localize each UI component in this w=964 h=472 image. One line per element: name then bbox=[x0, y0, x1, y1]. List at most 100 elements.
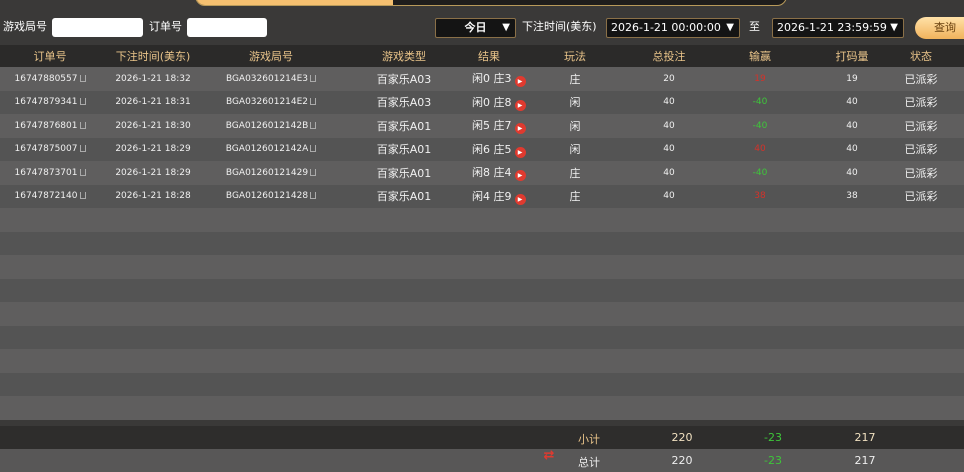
copy-icon[interactable] bbox=[79, 192, 86, 200]
cell-win: 19 bbox=[694, 67, 826, 91]
table-row[interactable]: 16747875007 2026-1-21 18:29 BGA0126012142A… bbox=[0, 137, 964, 161]
total-bet: 220 bbox=[671, 454, 693, 467]
start-time-select[interactable]: 2026-1-21 00:00:00 ▼ bbox=[606, 18, 740, 38]
cell-time: 2026-1-21 18:29 bbox=[100, 137, 206, 161]
play-video-icon[interactable]: ▶ bbox=[514, 146, 526, 158]
chevron-down-icon: ▼ bbox=[890, 22, 898, 33]
copy-icon[interactable] bbox=[79, 121, 86, 129]
play-video-icon[interactable]: ▶ bbox=[514, 123, 526, 135]
play-text: 闲 bbox=[569, 119, 581, 133]
cell-order: 16747872140 bbox=[0, 184, 100, 208]
play-video-icon[interactable]: ▶ bbox=[514, 193, 526, 205]
cell-bet: 40 bbox=[644, 90, 694, 114]
cell-result: 闲4 庄9 ▶ bbox=[472, 184, 526, 208]
cell-round bbox=[206, 278, 336, 302]
order-text: 16747875007 bbox=[14, 144, 78, 155]
cell-order bbox=[0, 302, 100, 326]
win-text: 38 bbox=[754, 191, 766, 202]
period-value: 今日 bbox=[464, 21, 487, 34]
period-select[interactable]: 今日 ▼ bbox=[435, 18, 516, 38]
copy-icon[interactable] bbox=[310, 192, 317, 200]
type-text: 百家乐A01 bbox=[376, 119, 432, 133]
copy-icon[interactable] bbox=[310, 145, 317, 153]
active-tab[interactable] bbox=[196, 0, 393, 5]
cell-type bbox=[336, 231, 472, 255]
end-time-select[interactable]: 2026-1-21 23:59:59 ▼ bbox=[772, 18, 904, 38]
cell-bet bbox=[644, 231, 694, 255]
table-row[interactable]: 16747872140 2026-1-21 18:28 BGA01260121428… bbox=[0, 184, 964, 208]
cell-valid bbox=[826, 396, 878, 420]
order-text: 16747872140 bbox=[14, 191, 78, 202]
query-button[interactable]: 查询 bbox=[915, 17, 964, 39]
total-valid: 217 bbox=[854, 454, 876, 467]
cell-play bbox=[506, 349, 644, 373]
copy-icon[interactable] bbox=[79, 168, 86, 176]
cell-round: BGA0126012142A bbox=[206, 137, 336, 161]
cell-time bbox=[100, 372, 206, 396]
cell-time bbox=[100, 208, 206, 232]
cell-type: 百家乐A01 bbox=[336, 184, 472, 208]
cell-play: 闲 bbox=[506, 114, 644, 138]
cell-time: 2026-1-21 18:29 bbox=[100, 161, 206, 185]
cell-round: BGA032601214E3 bbox=[206, 67, 336, 91]
cell-result bbox=[472, 255, 506, 279]
play-video-icon[interactable]: ▶ bbox=[514, 170, 526, 182]
cell-play bbox=[506, 302, 644, 326]
cell-type bbox=[336, 208, 472, 232]
cell-win: 40 bbox=[694, 137, 826, 161]
cell-round bbox=[206, 255, 336, 279]
cell-play: 庄 bbox=[506, 184, 644, 208]
chevron-down-icon: ▼ bbox=[502, 22, 510, 33]
copy-icon[interactable] bbox=[310, 168, 317, 176]
copy-icon[interactable] bbox=[310, 121, 317, 129]
valid-text: 40 bbox=[846, 97, 858, 108]
cell-valid bbox=[826, 325, 878, 349]
copy-icon[interactable] bbox=[79, 98, 86, 106]
cell-time: 2026-1-21 18:28 bbox=[100, 184, 206, 208]
cell-status: 已派彩 bbox=[878, 67, 964, 91]
cell-time: 2026-1-21 18:32 bbox=[100, 67, 206, 91]
cell-status bbox=[878, 302, 964, 326]
cell-result: 闲8 庄4 ▶ bbox=[472, 161, 526, 185]
valid-text: 40 bbox=[846, 144, 858, 155]
type-text: 百家乐A01 bbox=[376, 190, 432, 204]
copy-icon[interactable] bbox=[310, 74, 317, 82]
cell-type: 百家乐A01 bbox=[336, 137, 472, 161]
cell-play: 闲 bbox=[506, 90, 644, 114]
top-tab-switch[interactable] bbox=[195, 0, 787, 6]
win-text: -40 bbox=[752, 97, 768, 108]
status-text: 已派彩 bbox=[904, 166, 938, 180]
game-round-input[interactable] bbox=[52, 18, 143, 37]
empty-row bbox=[0, 325, 964, 349]
cell-round: BGA0126012142B bbox=[206, 114, 336, 138]
time-text: 2026-1-21 18:29 bbox=[115, 144, 191, 155]
copy-icon[interactable] bbox=[79, 145, 86, 153]
cell-play: 闲 bbox=[506, 137, 644, 161]
cell-valid bbox=[826, 349, 878, 373]
table-row[interactable]: 16747873701 2026-1-21 18:29 BGA01260121429… bbox=[0, 161, 964, 185]
column-header: 状态 bbox=[878, 45, 964, 67]
cell-type: 百家乐A03 bbox=[336, 67, 472, 91]
cell-round bbox=[206, 231, 336, 255]
cell-status bbox=[878, 208, 964, 232]
table-row[interactable]: 16747876801 2026-1-21 18:30 BGA0126012142B… bbox=[0, 114, 964, 138]
cell-play bbox=[506, 208, 644, 232]
table-row[interactable]: 16747879341 2026-1-21 18:31 BGA032601214E2… bbox=[0, 90, 964, 114]
play-video-icon[interactable]: ▶ bbox=[514, 99, 526, 111]
empty-row bbox=[0, 372, 964, 396]
cell-win bbox=[694, 302, 826, 326]
time-text: 2026-1-21 18:28 bbox=[115, 191, 191, 202]
copy-icon[interactable] bbox=[79, 74, 86, 82]
table-row[interactable]: 16747880557 2026-1-21 18:32 BGA032601214E3… bbox=[0, 67, 964, 91]
bet-text: 40 bbox=[663, 167, 675, 178]
cell-valid bbox=[826, 208, 878, 232]
play-video-icon[interactable]: ▶ bbox=[514, 76, 526, 88]
copy-icon[interactable] bbox=[310, 98, 317, 106]
type-text: 百家乐A03 bbox=[376, 96, 432, 110]
order-input[interactable] bbox=[187, 18, 267, 37]
win-text: 19 bbox=[754, 73, 766, 84]
cell-status bbox=[878, 349, 964, 373]
refresh-icon[interactable]: ⇄ bbox=[543, 448, 555, 463]
empty-row bbox=[0, 255, 964, 279]
cell-order bbox=[0, 349, 100, 373]
